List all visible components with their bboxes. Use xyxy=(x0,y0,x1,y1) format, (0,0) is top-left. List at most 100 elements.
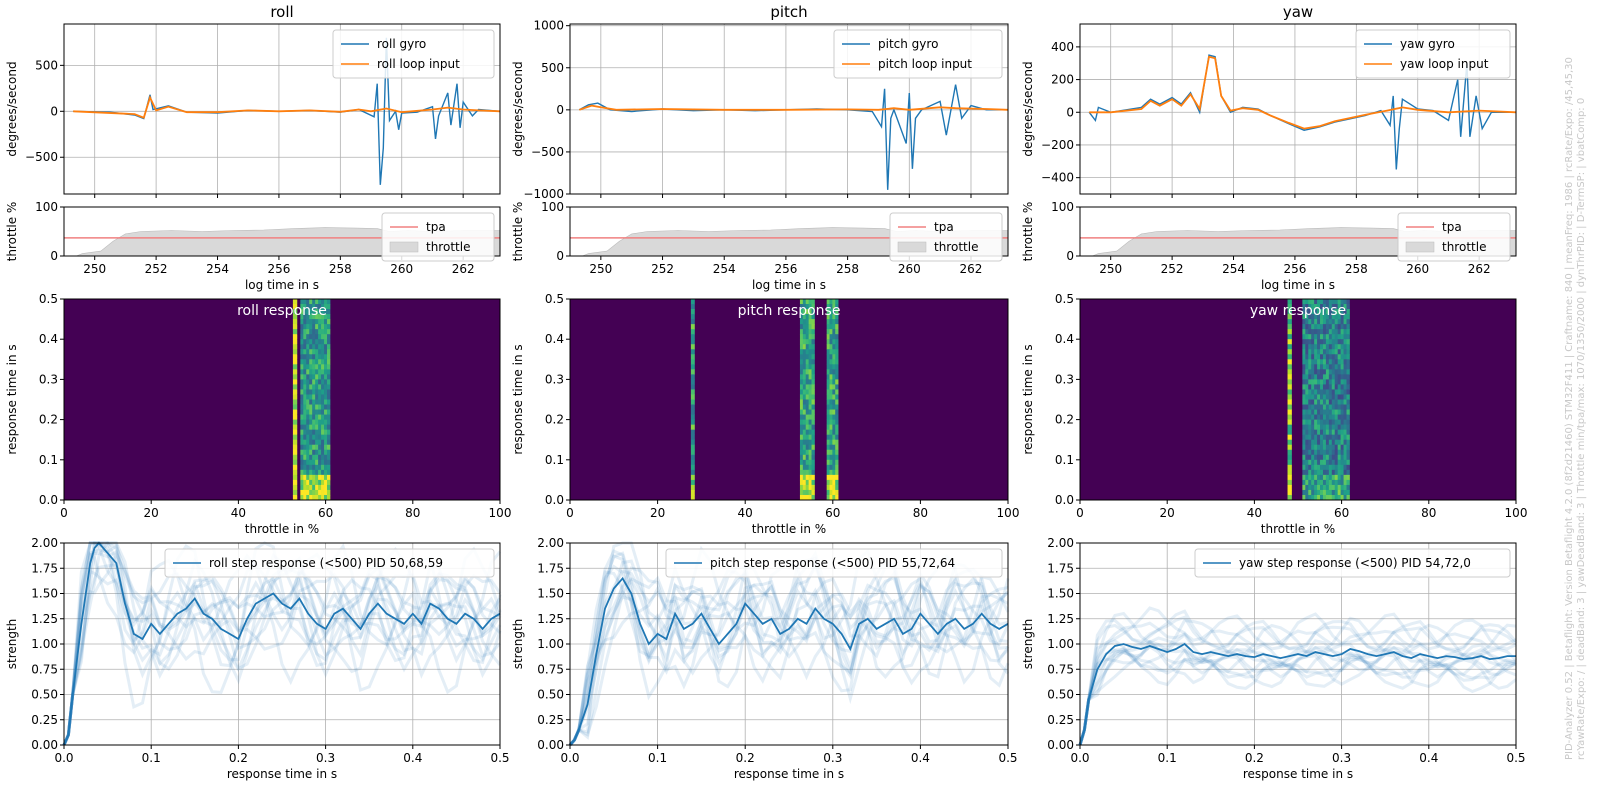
heatmap-cell xyxy=(1302,339,1306,345)
heatmap-cell xyxy=(300,444,304,451)
heatmap-cell xyxy=(808,339,812,345)
heatmap-cell xyxy=(1337,339,1342,345)
heatmap-cell xyxy=(805,374,810,380)
heatmap-cell xyxy=(802,299,807,305)
heatmap-cell xyxy=(1337,349,1342,355)
heatmap-cell xyxy=(799,304,804,310)
heatmap-cell xyxy=(297,484,301,491)
heatmap-cell xyxy=(1325,369,1330,375)
heatmap-cell xyxy=(1343,394,1347,400)
heatmap-cell xyxy=(321,479,325,486)
heatmap-cell xyxy=(303,409,307,415)
y-tick-label: 0.25 xyxy=(1047,713,1074,727)
heatmap-cell xyxy=(312,484,316,491)
heatmap-cell xyxy=(799,404,804,410)
heatmap-cell xyxy=(1337,479,1342,486)
heatmap-cell xyxy=(1334,479,1339,486)
heatmap-cell xyxy=(1334,494,1339,501)
heatmap-cell xyxy=(805,414,810,420)
heatmap-cell xyxy=(808,304,812,310)
heatmap-cell xyxy=(1343,404,1347,410)
heatmap-cell xyxy=(1311,344,1315,350)
heatmap-cell xyxy=(1334,369,1339,375)
heatmap-cell xyxy=(811,304,815,310)
step-trace-background xyxy=(568,551,1009,746)
heatmap-cell xyxy=(318,364,322,370)
heatmap-cell xyxy=(1305,484,1309,491)
x-tick-label: 256 xyxy=(774,262,797,276)
heatmap-cell xyxy=(318,419,322,426)
heatmap-cell xyxy=(811,364,815,370)
heatmap-cell xyxy=(1287,309,1292,315)
heatmap-cell xyxy=(326,459,331,466)
heatmap-cell xyxy=(321,429,325,436)
heatmap-cell xyxy=(1314,464,1318,471)
heatmap-cell xyxy=(799,364,804,370)
heatmap-cell xyxy=(1343,479,1347,486)
heatmap-cell xyxy=(292,329,298,335)
heatmap-cell xyxy=(1305,469,1309,476)
heatmap-cell xyxy=(324,349,328,355)
x-tick-label: 40 xyxy=(738,506,753,520)
heatmap-cell xyxy=(321,464,325,471)
heatmap-cell xyxy=(1314,314,1318,320)
heatmap-cell xyxy=(1314,379,1318,385)
heatmap-cell xyxy=(1343,454,1347,461)
heatmap-cell xyxy=(1325,304,1330,310)
heatmap-cell xyxy=(829,469,833,476)
heatmap-cell xyxy=(811,334,815,340)
heatmap-cell xyxy=(811,359,815,365)
heatmap-cell xyxy=(318,434,322,441)
heatmap-cell xyxy=(1334,459,1339,466)
heatmap-cell xyxy=(306,424,310,431)
heatmap-cell xyxy=(1317,394,1321,400)
heatmap-cell xyxy=(1311,324,1315,330)
x-tick-label: 250 xyxy=(589,262,612,276)
heatmap-cell xyxy=(1287,314,1292,320)
panel-title: pitch xyxy=(770,3,807,21)
heatmap-cell xyxy=(811,394,815,400)
heatmap-cell xyxy=(303,324,307,330)
heatmap-cell xyxy=(326,319,331,325)
heatmap-cell xyxy=(321,309,325,315)
heatmap-cell xyxy=(799,409,804,415)
heatmap-cell xyxy=(1320,339,1324,345)
heatmap-cell xyxy=(1343,459,1347,466)
heatmap-cell xyxy=(1305,434,1309,441)
heatmap-cell xyxy=(829,419,833,426)
heatmap-cell xyxy=(318,384,322,390)
heatmap-cell xyxy=(808,459,812,466)
heatmap-cell xyxy=(799,324,804,330)
heatmap-cell xyxy=(1325,454,1330,461)
heatmap-cell xyxy=(1343,369,1347,375)
heatmap-cell xyxy=(1314,494,1318,501)
heatmap-cell xyxy=(1340,309,1344,315)
heatmap-cell xyxy=(829,489,833,496)
heatmap-cell xyxy=(1343,314,1347,320)
heatmap-cell xyxy=(811,349,815,355)
heatmap-cell xyxy=(321,314,325,320)
heatmap-cell xyxy=(799,344,804,350)
heatmap-cell xyxy=(802,329,807,335)
heatmap-cell xyxy=(1317,429,1321,436)
heatmap-cell xyxy=(799,384,804,390)
heatmap-cell xyxy=(309,369,313,375)
heatmap-cell xyxy=(312,494,316,501)
heatmap-cell xyxy=(318,404,322,410)
heatmap-cell xyxy=(321,414,325,420)
y-tick-label: 1.00 xyxy=(31,637,58,651)
heatmap-cell xyxy=(297,409,301,415)
heatmap-cell xyxy=(1337,354,1342,360)
x-tick-label: 258 xyxy=(836,262,859,276)
side-note-line1: PID-Analyzer 0.52 | Betaflight: Version … xyxy=(1564,57,1575,760)
heatmap-cell xyxy=(1346,394,1350,400)
heatmap-cell xyxy=(1337,309,1342,315)
heatmap-cell xyxy=(326,334,331,340)
heatmap-cell xyxy=(808,329,812,335)
heatmap-cell xyxy=(1337,359,1342,365)
heatmap-cell xyxy=(799,369,804,375)
heatmap-cell xyxy=(1334,409,1339,415)
heatmap-cell xyxy=(1311,359,1315,365)
